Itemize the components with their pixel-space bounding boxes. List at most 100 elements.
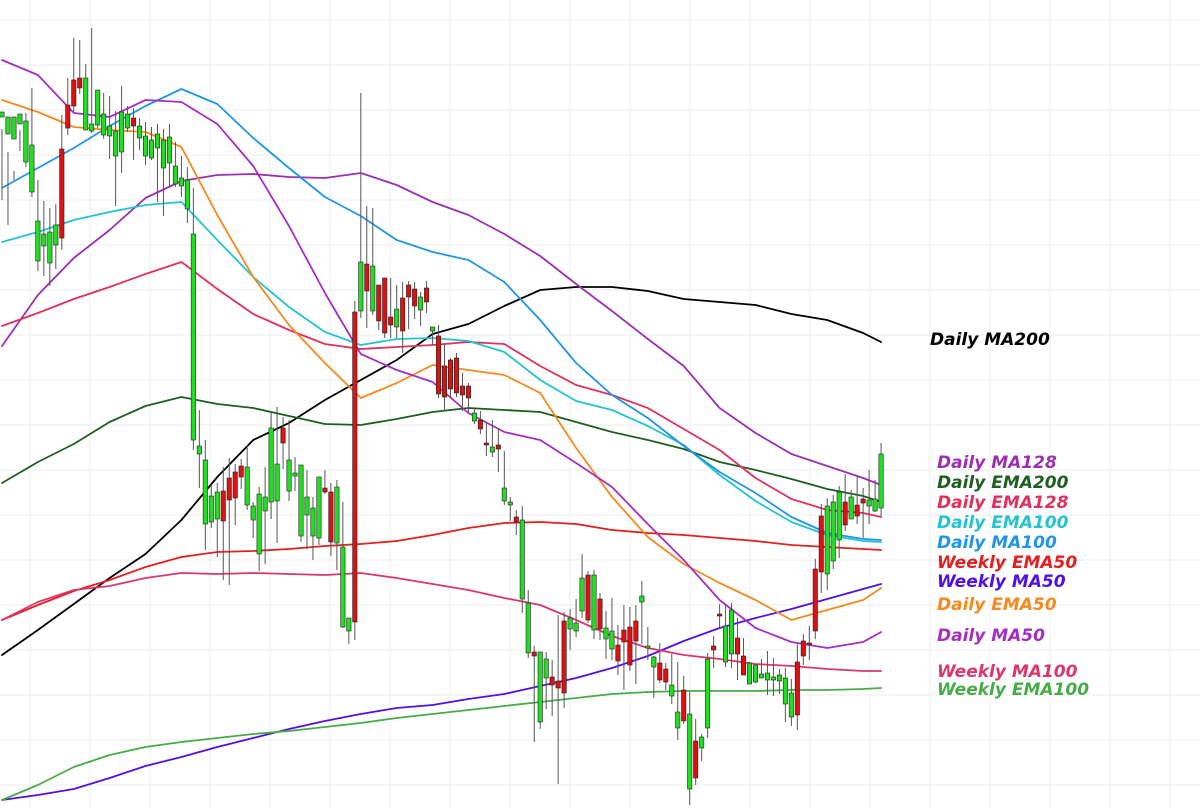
candle-body-down — [741, 655, 747, 676]
candle-body-down — [549, 676, 555, 686]
candle — [872, 480, 878, 512]
candle-body-up — [292, 472, 298, 477]
candle — [47, 208, 53, 286]
candle — [394, 285, 400, 338]
candle — [806, 626, 812, 660]
candle — [591, 570, 597, 639]
candle-body-up — [418, 296, 424, 311]
candle — [17, 113, 23, 151]
candle — [424, 281, 430, 313]
candle-body-up — [53, 224, 59, 246]
candle — [717, 604, 723, 627]
candle — [764, 651, 770, 695]
candle — [525, 590, 531, 658]
candle — [854, 476, 860, 524]
candle — [29, 88, 35, 197]
candle — [190, 188, 196, 450]
series-line-daily-ema128 — [1, 261, 882, 518]
candle — [770, 658, 776, 696]
candle — [621, 605, 627, 690]
candle — [304, 470, 310, 549]
candle-body-up — [190, 233, 196, 441]
candle-body-up — [119, 111, 125, 153]
candle — [268, 411, 274, 519]
candle-body-up — [47, 231, 53, 264]
candle — [687, 692, 693, 805]
candle-body-down — [561, 620, 567, 694]
candle-body-up — [645, 645, 651, 649]
candle-body-up — [788, 692, 794, 718]
candle — [663, 663, 669, 690]
candle — [794, 644, 800, 730]
candle-body-down — [71, 79, 77, 107]
candle-body-up — [17, 113, 23, 125]
candle — [430, 326, 436, 345]
line-label-daily-ema200: Daily EMA200 — [937, 473, 1069, 493]
candle-body-up — [370, 265, 376, 312]
candle-body-up — [591, 574, 597, 631]
candle — [418, 292, 424, 326]
candle — [220, 467, 226, 580]
series-line-daily-ma100 — [1, 88, 882, 541]
line-labels: Daily MA200 Daily MA128 Daily EMA200 Dai… — [930, 330, 1089, 700]
candle — [741, 638, 747, 676]
candle — [812, 559, 818, 639]
candle — [675, 662, 681, 740]
candle-body-up — [340, 546, 346, 628]
candle — [836, 486, 842, 558]
candle-body-down — [860, 498, 866, 504]
candle — [627, 607, 633, 671]
candle — [866, 470, 872, 524]
candle — [705, 653, 711, 738]
candle-body-down — [711, 645, 717, 651]
candle-body-up — [358, 261, 364, 312]
candle-body-down — [424, 287, 430, 303]
candle-body-up — [489, 446, 495, 453]
candle-body-down — [220, 490, 226, 522]
candle-body-up — [394, 308, 400, 328]
candle-body-down — [806, 642, 812, 646]
candle-body-down — [794, 661, 800, 716]
candle — [465, 383, 471, 412]
candle-body-up — [268, 427, 274, 503]
candle — [567, 609, 573, 650]
candle — [346, 617, 352, 644]
candle-body-up — [274, 463, 280, 502]
candle-body-down — [232, 471, 238, 499]
candle — [782, 668, 788, 722]
candle — [519, 506, 525, 613]
line-label-daily-ma100: Daily MA100 — [937, 533, 1057, 553]
line-label-daily-ema100: Daily EMA100 — [937, 513, 1069, 533]
candle — [125, 106, 131, 132]
candle-body-up — [746, 662, 752, 685]
candle-body-up — [125, 113, 131, 129]
candle — [0, 111, 5, 200]
candle-body-up — [316, 476, 322, 539]
candle — [250, 502, 256, 538]
candle — [137, 118, 143, 150]
candle — [364, 206, 370, 328]
candle — [788, 679, 794, 726]
candle-body-down — [131, 117, 137, 127]
candle-body-up — [5, 116, 11, 135]
candle — [878, 443, 884, 516]
candle — [328, 483, 334, 556]
candle — [477, 411, 483, 434]
candle-body-up — [35, 220, 41, 262]
candle-body-up — [262, 496, 268, 512]
candle-body-up — [23, 120, 29, 163]
candle-body-up — [752, 664, 758, 683]
candle — [340, 502, 346, 628]
candle — [310, 497, 316, 560]
candle — [842, 474, 848, 531]
candle-body-up — [848, 496, 854, 520]
candle — [256, 487, 262, 571]
candle — [483, 423, 489, 456]
candle — [645, 627, 651, 660]
candle — [800, 634, 806, 665]
candle-body-up — [149, 139, 155, 159]
candle-body-down — [400, 297, 406, 332]
candle-body-up — [107, 125, 113, 137]
candle-body-down — [800, 640, 806, 657]
candle-body-up — [304, 496, 310, 516]
